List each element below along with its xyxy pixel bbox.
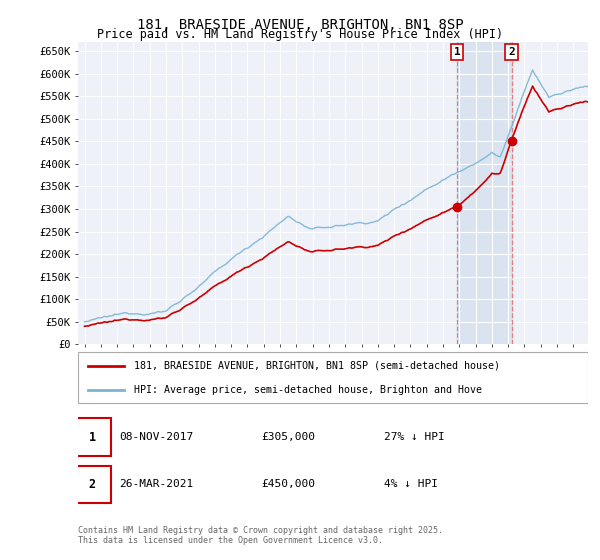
Text: 1: 1	[454, 47, 461, 57]
Text: 26-MAR-2021: 26-MAR-2021	[119, 479, 193, 489]
Text: 1: 1	[88, 431, 95, 444]
Text: £450,000: £450,000	[262, 479, 316, 489]
Text: Price paid vs. HM Land Registry's House Price Index (HPI): Price paid vs. HM Land Registry's House …	[97, 28, 503, 41]
Text: 181, BRAESIDE AVENUE, BRIGHTON, BN1 8SP (semi-detached house): 181, BRAESIDE AVENUE, BRIGHTON, BN1 8SP …	[134, 361, 500, 371]
Text: Contains HM Land Registry data © Crown copyright and database right 2025.
This d: Contains HM Land Registry data © Crown c…	[78, 526, 443, 545]
Text: 27% ↓ HPI: 27% ↓ HPI	[384, 432, 445, 442]
Text: 4% ↓ HPI: 4% ↓ HPI	[384, 479, 438, 489]
Text: 2: 2	[88, 478, 95, 491]
Text: 181, BRAESIDE AVENUE, BRIGHTON, BN1 8SP: 181, BRAESIDE AVENUE, BRIGHTON, BN1 8SP	[137, 18, 463, 32]
FancyBboxPatch shape	[73, 418, 111, 456]
FancyBboxPatch shape	[73, 465, 111, 503]
Text: 08-NOV-2017: 08-NOV-2017	[119, 432, 193, 442]
FancyBboxPatch shape	[78, 352, 588, 403]
Text: 2: 2	[508, 47, 515, 57]
Text: HPI: Average price, semi-detached house, Brighton and Hove: HPI: Average price, semi-detached house,…	[134, 385, 482, 395]
Text: £305,000: £305,000	[262, 432, 316, 442]
Bar	[457, 42, 512, 344]
